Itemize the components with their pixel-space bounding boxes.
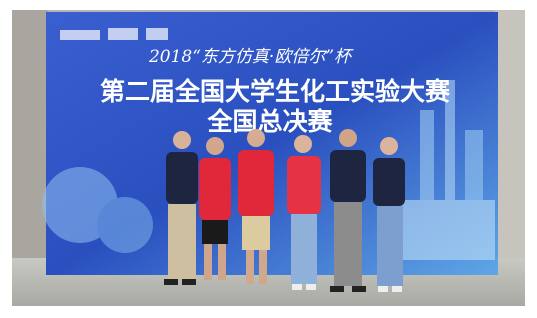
tank xyxy=(97,197,153,253)
shape xyxy=(330,286,344,292)
shape xyxy=(392,286,402,292)
shape xyxy=(168,204,196,279)
person xyxy=(164,131,198,285)
page: 2018“东方仿真·欧倍尔”杯 第二届全国大学生化工实验大赛 全国总决赛 (()… xyxy=(0,0,537,318)
shape xyxy=(377,206,403,286)
shape xyxy=(202,220,228,244)
shape xyxy=(294,135,312,153)
shape xyxy=(378,286,388,292)
shape xyxy=(306,284,316,290)
person xyxy=(330,129,366,292)
logo xyxy=(146,28,168,40)
shape xyxy=(247,129,265,147)
shape xyxy=(166,152,198,204)
pillar-left xyxy=(12,10,48,280)
shape xyxy=(259,250,267,284)
shape xyxy=(292,284,302,290)
banner-line3: 全国总决赛 xyxy=(206,107,333,136)
shape xyxy=(199,158,231,220)
shape xyxy=(339,129,357,147)
photo: 2018“东方仿真·欧倍尔”杯 第二届全国大学生化工实验大赛 全国总决赛 xyxy=(0,0,537,318)
logo xyxy=(60,30,100,40)
shape xyxy=(330,150,366,202)
banner-line1: 2018“东方仿真·欧倍尔”杯 xyxy=(148,47,354,67)
person xyxy=(287,135,321,290)
shape xyxy=(246,250,254,284)
pipes xyxy=(400,200,495,260)
shape xyxy=(218,244,226,280)
shape xyxy=(291,214,317,284)
shape xyxy=(242,216,270,250)
pillar-right xyxy=(495,10,525,280)
shape xyxy=(373,158,405,206)
shape xyxy=(164,279,178,285)
shape xyxy=(287,156,321,214)
shape xyxy=(173,131,191,149)
shape xyxy=(380,137,398,155)
banner-line2: 第二届全国大学生化工实验大赛 xyxy=(100,77,451,106)
person xyxy=(373,137,405,292)
shape xyxy=(206,137,224,155)
logo xyxy=(108,28,138,40)
shape xyxy=(204,244,212,280)
shape xyxy=(182,279,196,285)
shape xyxy=(352,286,366,292)
shape xyxy=(238,150,274,216)
shape xyxy=(334,202,362,286)
